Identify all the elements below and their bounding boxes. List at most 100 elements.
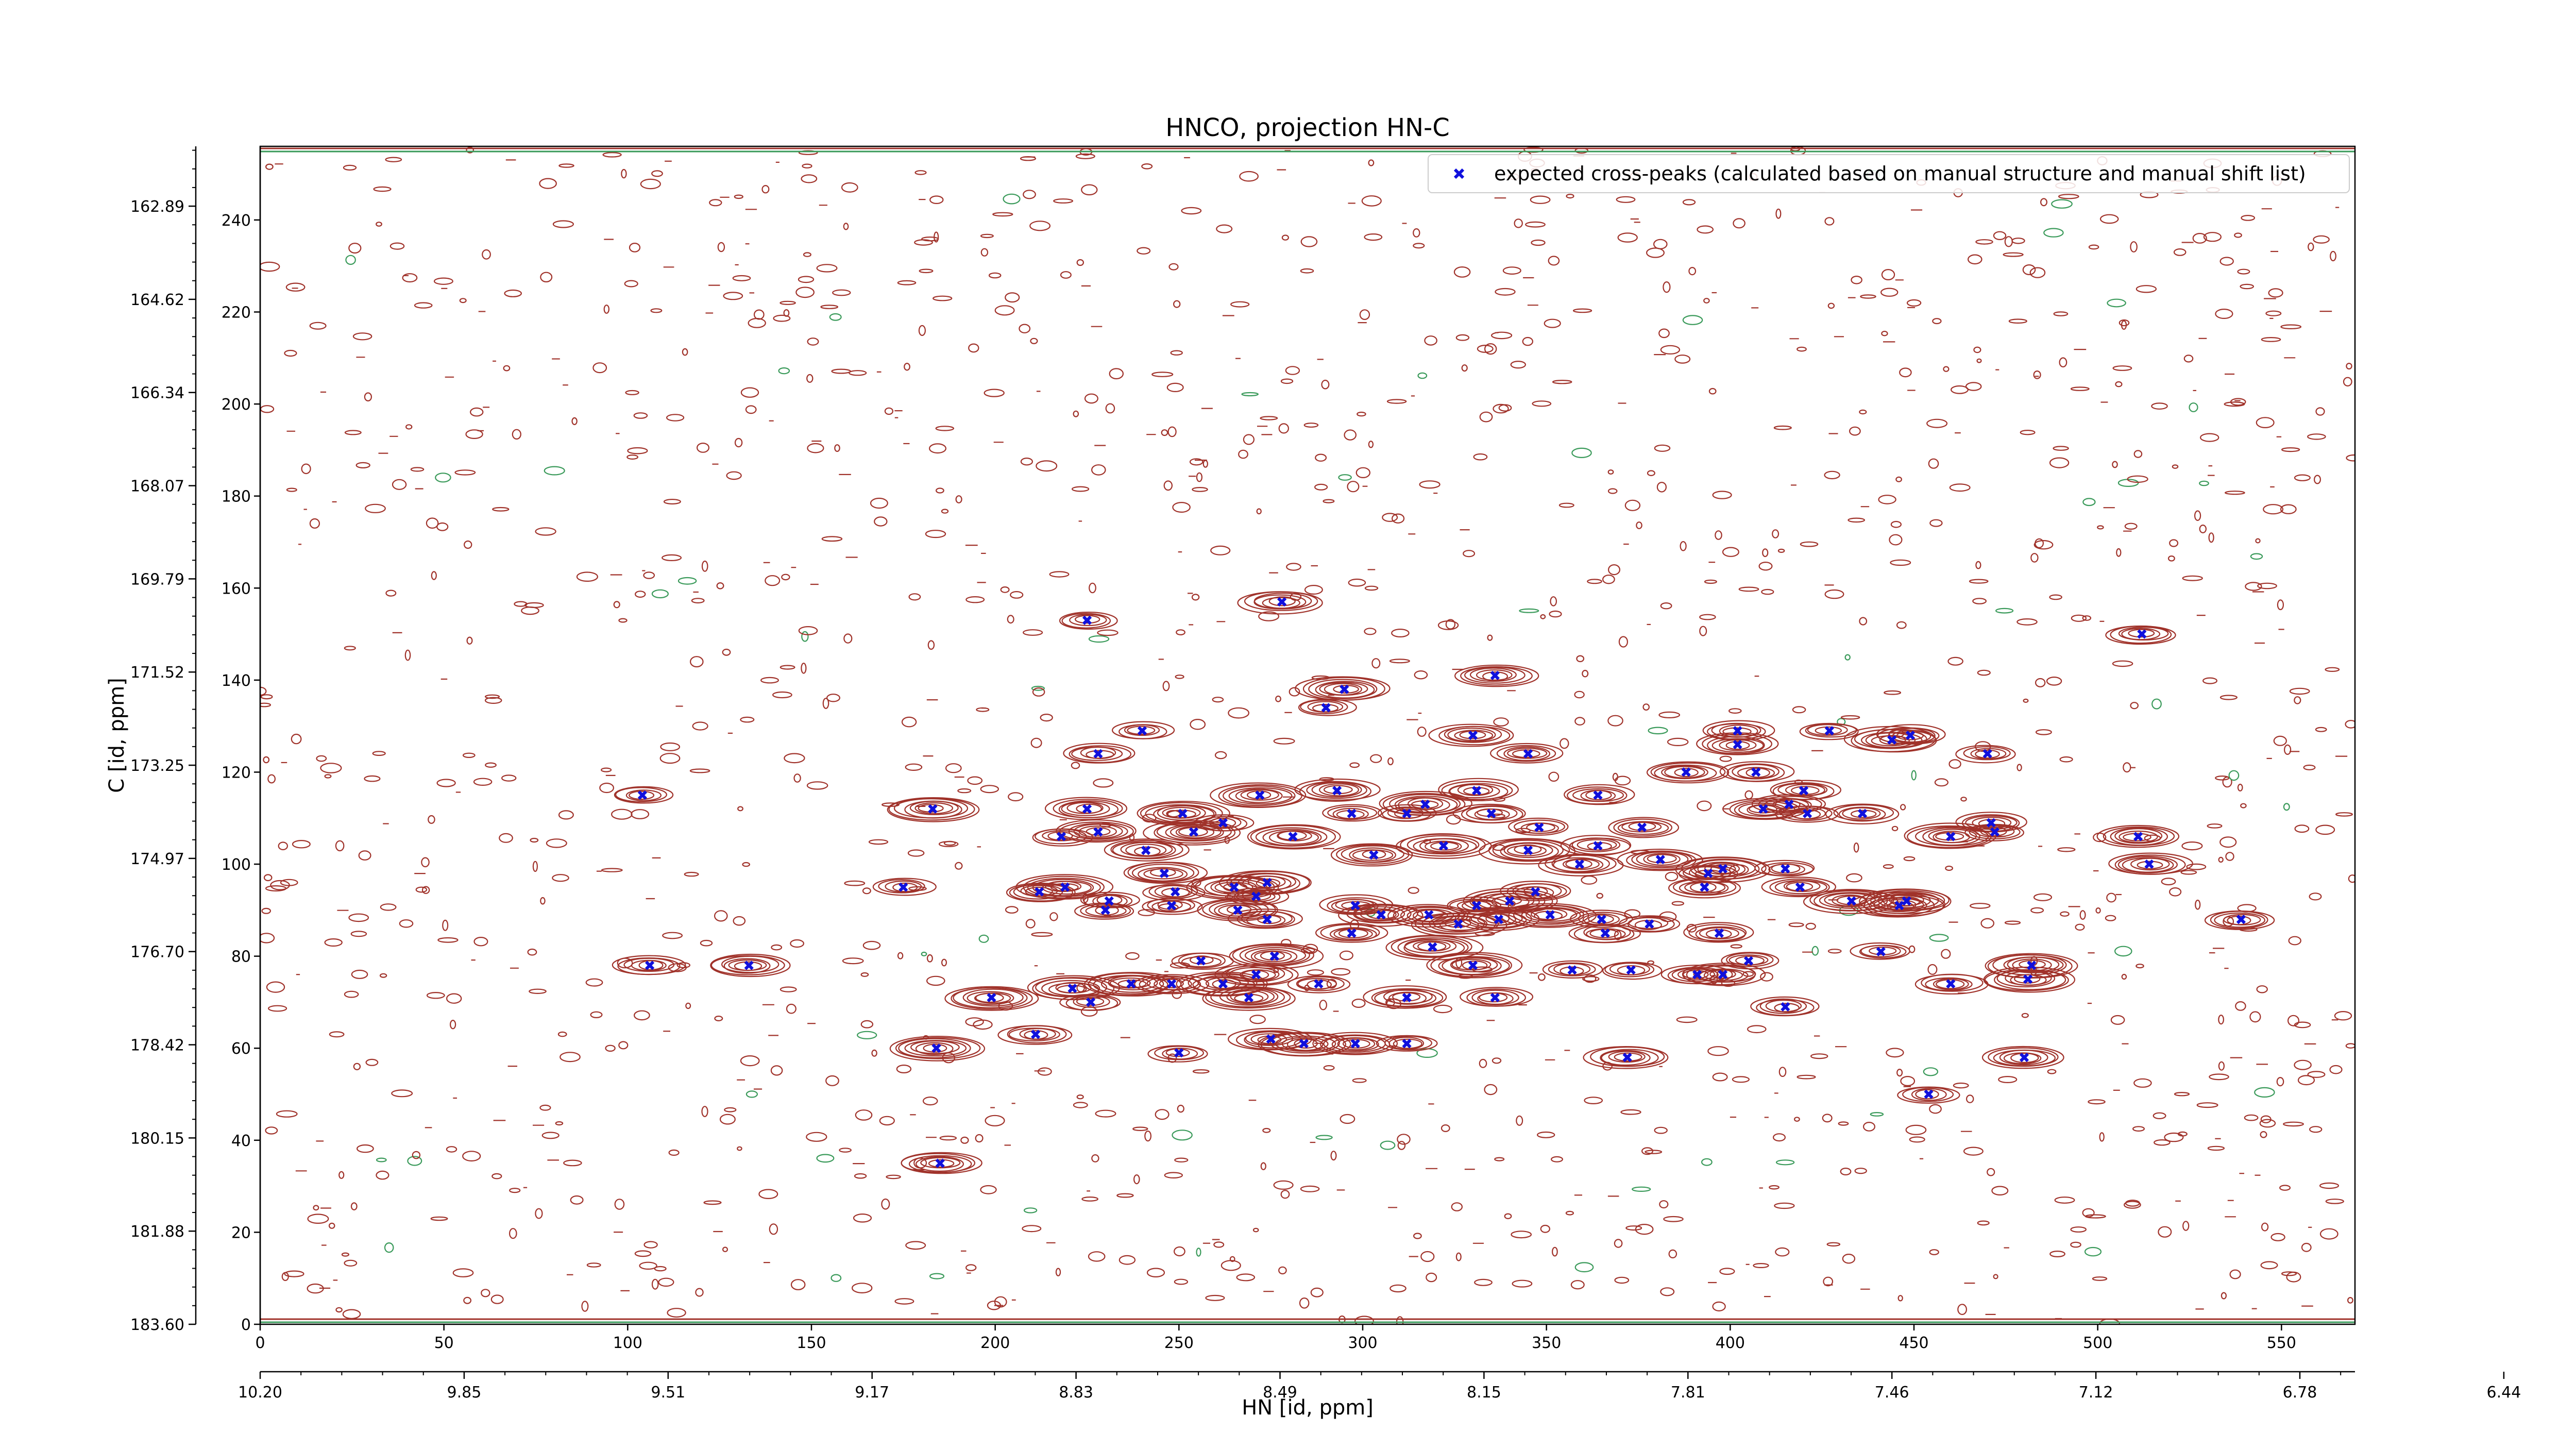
cross-peak-marker <box>1347 928 1357 938</box>
noise-contour <box>801 631 809 642</box>
noise-contour <box>1020 458 1033 466</box>
bottom-axis-tick-label: 150 <box>796 1334 826 1352</box>
noise-contour <box>1948 759 1961 769</box>
noise-contour <box>2221 1292 2227 1300</box>
peak-contour <box>1360 908 1399 921</box>
cross-peak-marker <box>1471 901 1482 911</box>
noise-contour <box>734 437 743 448</box>
peak-contour <box>1451 958 1492 971</box>
noise-contour <box>2315 824 2335 835</box>
peak-contour <box>1452 803 1526 823</box>
noise-contour <box>2040 198 2048 207</box>
noise-contour <box>740 1055 760 1067</box>
peak-contour <box>1165 823 1224 841</box>
peak-contour <box>1073 823 1123 839</box>
noise-contour <box>798 626 818 635</box>
noise-contour <box>1022 1225 1042 1233</box>
noise-contour <box>1076 259 1084 266</box>
peak-contour <box>2019 959 2046 969</box>
noise-contour <box>415 886 428 893</box>
peak-contour <box>1218 904 1258 917</box>
peak-contour <box>1376 1035 1438 1052</box>
noise-contour <box>2070 1226 2087 1233</box>
noise-contour <box>2283 803 2290 811</box>
noise-contour <box>2225 491 2245 495</box>
peak-contour <box>1296 976 1345 991</box>
noise-contour <box>446 993 462 1004</box>
cross-peak-marker <box>1453 919 1463 929</box>
peak-contour <box>1227 908 1303 929</box>
peak-contour <box>1393 1038 1422 1049</box>
noise-contour <box>2199 524 2207 533</box>
noise-contour <box>753 309 765 320</box>
noise-contour <box>651 1278 659 1290</box>
noise-contour <box>571 417 578 426</box>
cross-peak-marker <box>899 882 908 892</box>
noise-contour <box>633 412 648 419</box>
noise-contour <box>1772 529 1780 538</box>
noise-contour <box>320 763 342 773</box>
peak-contour <box>898 1038 971 1058</box>
peak-contour <box>1226 988 1275 1005</box>
noise-contour <box>1838 1121 1849 1126</box>
peak-contour <box>1449 899 1501 913</box>
peak-contour <box>1873 898 1924 913</box>
peak-contour <box>1925 977 1973 991</box>
left-axis-tick-label: 240 <box>222 212 251 230</box>
left-axis-tick-label: 160 <box>222 580 251 598</box>
noise-contour <box>1658 328 1670 339</box>
cross-peak-marker <box>1126 979 1136 989</box>
noise-contour <box>1137 247 1151 255</box>
peak-contour <box>1159 979 1184 988</box>
noise-contour <box>2071 614 2087 622</box>
ppm-c-axis-tick-label: 176.70 <box>130 943 184 962</box>
noise-contour <box>2082 498 2096 507</box>
peak-contour <box>1768 864 1805 875</box>
noise-contour <box>1419 480 1440 489</box>
peak-contour <box>1750 996 1820 1017</box>
noise-contour <box>629 243 641 252</box>
peak-contour <box>1711 738 1764 753</box>
noise-contour <box>1053 198 1074 204</box>
peak-contour <box>1069 614 1107 626</box>
noise-contour <box>2194 510 2201 521</box>
peak-contour <box>1686 964 1756 985</box>
ppm-c-axis-tick-label: 162.89 <box>130 198 184 216</box>
noise-contour <box>2070 386 2090 391</box>
noise-contour <box>1275 695 1281 702</box>
noise-contour <box>514 601 528 607</box>
ppm-c-axis-tick-label: 174.97 <box>130 850 184 868</box>
noise-contour <box>1504 1213 1512 1219</box>
bottom-axis-tick-label: 300 <box>1348 1334 1377 1352</box>
noise-contour <box>540 272 553 283</box>
noise-contour <box>1344 429 1357 441</box>
peak-contour <box>1683 970 1709 979</box>
peak-contour <box>915 1156 964 1172</box>
noise-contour <box>2237 268 2250 275</box>
noise-contour <box>621 169 627 179</box>
noise-contour <box>1548 256 1560 266</box>
noise-contour <box>541 1132 560 1139</box>
noise-contour <box>684 871 699 877</box>
noise-contour <box>2029 267 2046 278</box>
noise-contour <box>1998 1076 2018 1084</box>
noise-contour <box>1851 275 1862 284</box>
noise-contour <box>1510 360 1526 369</box>
noise-contour <box>1382 513 1398 522</box>
noise-contour <box>1355 467 1370 479</box>
noise-contour <box>2196 1102 2218 1108</box>
peak-contour <box>1476 669 1513 681</box>
peak-contour <box>1438 956 1510 976</box>
noise-contour <box>2218 1061 2225 1071</box>
noise-contour <box>765 575 781 586</box>
noise-contour <box>2033 540 2054 550</box>
left-axis-tick-label: 40 <box>231 1132 251 1150</box>
peak-contour <box>1447 727 1496 743</box>
noise-contour <box>1572 308 1592 313</box>
noise-contour <box>1212 697 1224 703</box>
peak-contour <box>1677 968 1716 981</box>
peak-contour <box>1661 765 1708 780</box>
noise-contour <box>1965 1094 1974 1103</box>
noise-contour <box>2124 523 2138 530</box>
noise-contour <box>2208 532 2214 543</box>
